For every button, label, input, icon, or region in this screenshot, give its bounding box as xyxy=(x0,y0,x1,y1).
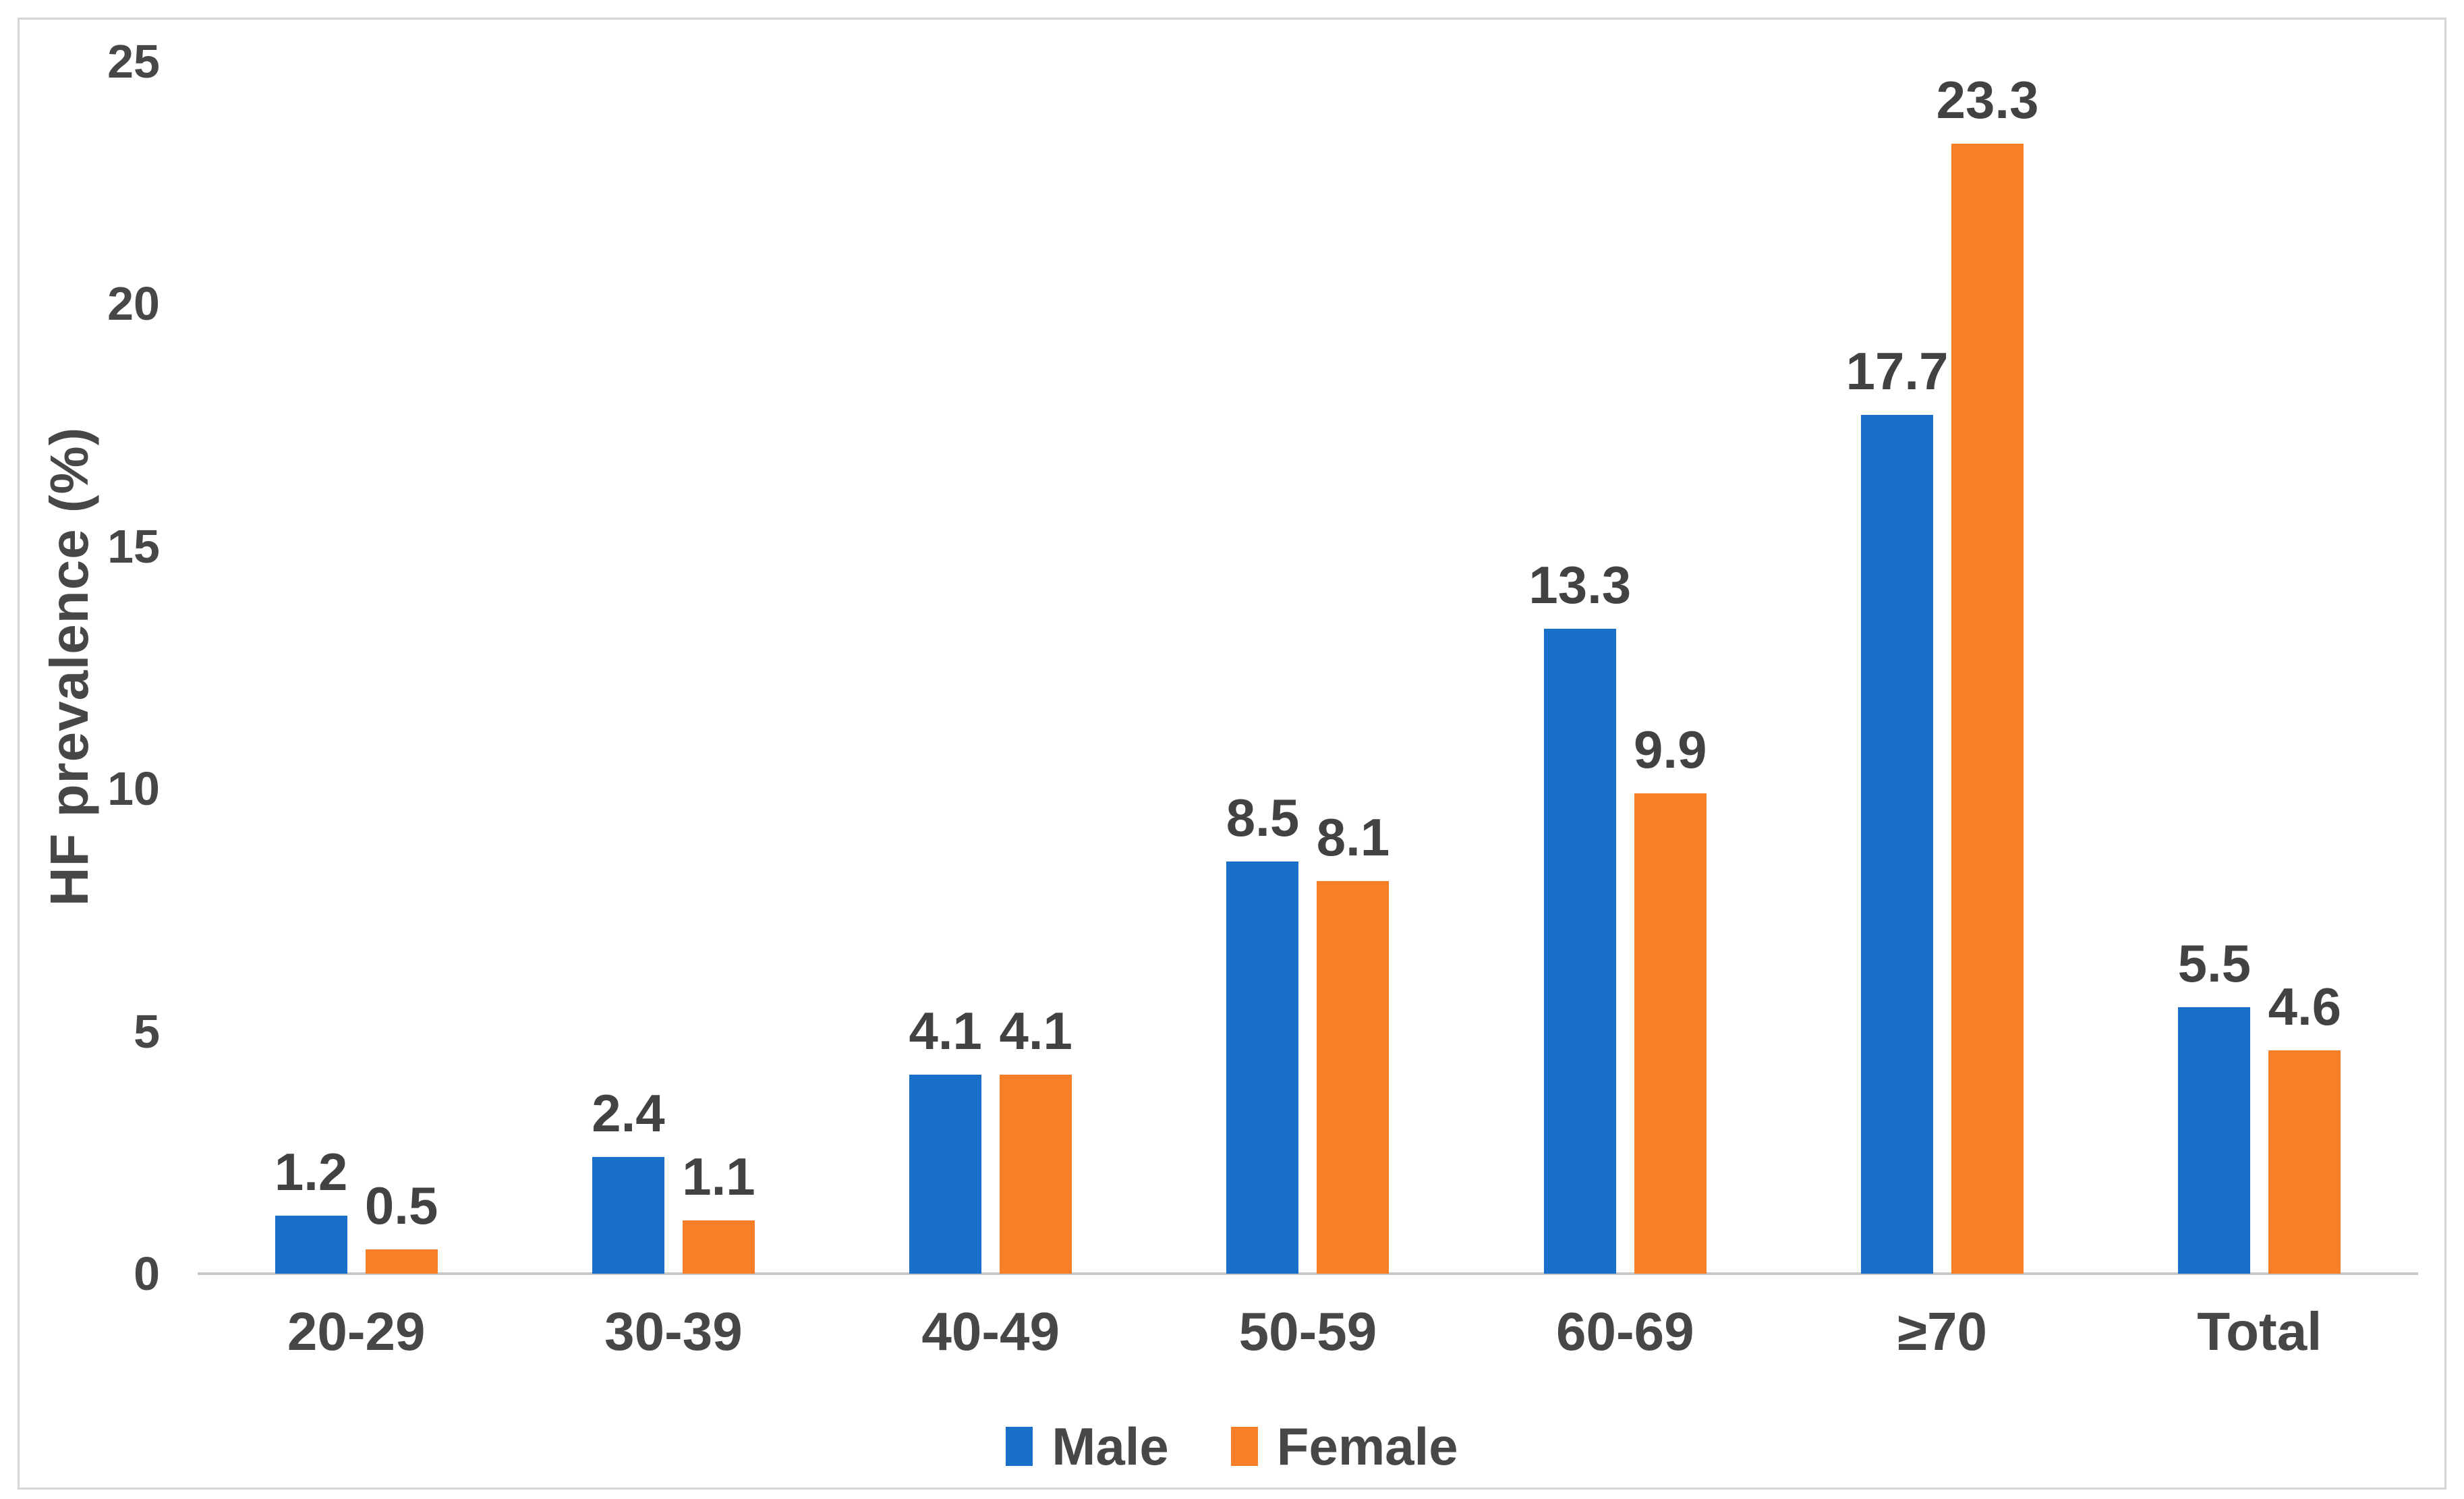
bar-value-label-male-20-29: 1.2 xyxy=(274,1141,348,1201)
legend-item-female: Female xyxy=(1230,1417,1458,1476)
bar-male-Total: 5.5 xyxy=(2178,937,2251,1274)
y-tick-label-15: 15 xyxy=(107,519,160,573)
x-tick-label-60-69: 60-69 xyxy=(1555,1301,1694,1361)
legend-swatch-female xyxy=(1230,1427,1258,1466)
x-tick-label-20-29: 20-29 xyxy=(287,1301,426,1361)
legend-swatch-male xyxy=(1006,1427,1033,1466)
bar-value-label-female-Total: 4.6 xyxy=(2268,977,2342,1037)
bar-group-30-39: 2.4 1.1 xyxy=(515,59,832,1274)
y-tick-label-0: 0 xyxy=(134,1247,160,1300)
x-tick-label-30-39: 30-39 xyxy=(604,1301,743,1361)
bar-value-label-male-Total: 5.5 xyxy=(2177,933,2252,993)
plot-area: 1.2 0.5 2.4 1.1 4.1 4.1 8.5 8.1 13.3 9.9 17.7 23.3 5… xyxy=(198,59,2418,1274)
bar-female-Total: 4.6 xyxy=(2268,980,2341,1274)
legend-item-male: Male xyxy=(1006,1417,1169,1476)
bar-group-60-69: 13.3 9.9 xyxy=(1466,59,1783,1274)
x-axis-line xyxy=(198,1272,2418,1275)
y-tick-label-5: 5 xyxy=(134,1005,160,1058)
bar-female-40-49: 4.1 xyxy=(999,1005,1072,1274)
x-tick-label-50-59: 50-59 xyxy=(1238,1301,1377,1361)
bar-value-label-male-30-39: 2.4 xyxy=(592,1083,665,1143)
bar-female-20-29: 0.5 xyxy=(365,1179,438,1274)
bar-group-40-49: 4.1 4.1 xyxy=(832,59,1149,1274)
bar-male-60-69: 13.3 xyxy=(1528,559,1631,1274)
bar-value-label-female-20-29: 0.5 xyxy=(364,1176,438,1236)
legend-label-male: Male xyxy=(1052,1417,1169,1476)
y-tick-label-25: 25 xyxy=(107,34,160,88)
bar-female-30-39: 1.1 xyxy=(682,1150,755,1274)
bar-value-label-female-≥70: 23.3 xyxy=(1936,69,2039,130)
bar-group-50-59: 8.5 8.1 xyxy=(1149,59,1466,1274)
bar-group-20-29: 1.2 0.5 xyxy=(198,59,515,1274)
legend-label-female: Female xyxy=(1276,1417,1458,1476)
y-tick-label-10: 10 xyxy=(107,762,160,815)
bar-value-label-male-≥70: 17.7 xyxy=(1845,341,1949,401)
bar-female-≥70: 23.3 xyxy=(1937,74,2038,1274)
x-tick-label-≥70: ≥70 xyxy=(1897,1301,1987,1361)
x-tick-label-Total: Total xyxy=(2197,1301,2322,1361)
bar-male-20-29: 1.2 xyxy=(275,1146,347,1274)
bar-value-label-female-50-59: 8.1 xyxy=(1316,807,1390,867)
bar-value-label-male-60-69: 13.3 xyxy=(1528,555,1632,615)
bar-male-40-49: 4.1 xyxy=(909,1005,982,1274)
bar-value-label-male-50-59: 8.5 xyxy=(1226,787,1300,847)
bar-male-50-59: 8.5 xyxy=(1226,791,1299,1274)
bar-value-label-female-30-39: 1.1 xyxy=(682,1146,755,1206)
bar-female-60-69: 9.9 xyxy=(1634,723,1707,1274)
bar-value-label-female-40-49: 4.1 xyxy=(999,1001,1072,1061)
legend: Male Female xyxy=(0,1414,2464,1479)
bar-male-≥70: 17.7 xyxy=(1846,345,1948,1274)
x-axis-tick-labels: 20-29 30-39 40-49 50-59 60-69 ≥70 Total xyxy=(198,1298,2418,1365)
bar-group-Total: 5.5 4.6 xyxy=(2101,59,2418,1274)
bar-value-label-male-40-49: 4.1 xyxy=(909,1001,982,1061)
x-tick-label-40-49: 40-49 xyxy=(921,1301,1060,1361)
bar-male-30-39: 2.4 xyxy=(592,1087,665,1274)
bar-group-≥70: 17.7 23.3 xyxy=(1783,59,2100,1274)
y-tick-label-20: 20 xyxy=(107,277,160,330)
bar-value-label-female-60-69: 9.9 xyxy=(1634,720,1707,780)
y-axis-title: HF prevalence (%) xyxy=(39,426,99,907)
bar-female-50-59: 8.1 xyxy=(1317,811,1389,1274)
